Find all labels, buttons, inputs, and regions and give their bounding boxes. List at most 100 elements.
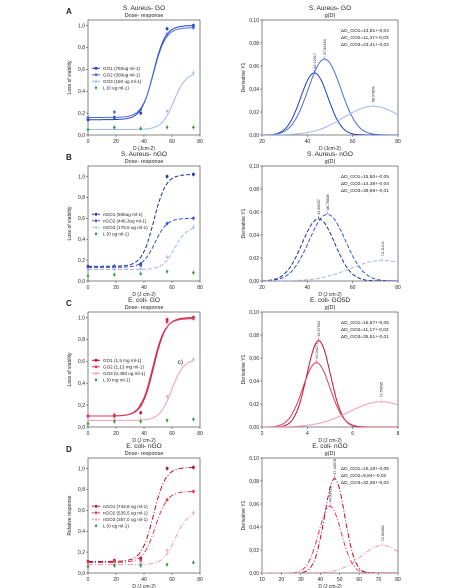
data-point — [192, 173, 195, 176]
legend-label: GO2 (300ug ml-1) — [103, 73, 140, 78]
series-line — [262, 478, 398, 573]
y-tick-label: 0,00 — [249, 425, 259, 431]
series-line — [262, 505, 398, 573]
series-line — [262, 544, 398, 573]
x-tick-label: 80 — [395, 139, 401, 145]
x-axis-label: D (J cm-2) — [318, 292, 342, 298]
chart-subtitle: Dose- response — [125, 451, 164, 457]
y-tick-label: 0,02 — [249, 402, 259, 408]
y-tick-label: 0,02 — [249, 548, 259, 554]
y-tick-label: 0,2 — [78, 111, 85, 117]
y-axis-label: Loss of viability — [67, 206, 73, 240]
data-point — [165, 562, 169, 567]
dose-response-chart: 0 20 40 60 80 0,0 0,2 0,4 0,6 0,8 1,0 D (J cm-2) Los… — [67, 151, 203, 298]
series-line — [262, 105, 398, 135]
chart-title: E. coli- GO — [128, 297, 160, 304]
y-tick-label: 0,10 — [249, 164, 259, 170]
peak-label: 47.40078 — [333, 459, 337, 475]
chart-subtitle: Dose- response — [125, 159, 164, 165]
y-tick-label: 0,0 — [78, 425, 85, 431]
y-tick-label: 0,0 — [78, 279, 85, 285]
y-tick-label: 0,0 — [78, 133, 85, 139]
chart-subtitle: g(D) — [325, 305, 336, 311]
x-tick-label: 60 — [169, 431, 175, 437]
y-tick-label: 0,4 — [78, 381, 85, 387]
panel-letter: D — [66, 445, 72, 454]
plot-frame — [261, 165, 399, 282]
y-tick-label: 0,6 — [78, 359, 85, 365]
y-tick-label: 0,06 — [249, 502, 259, 508]
legend-marker — [94, 73, 98, 77]
y-axis-label: Relative response — [67, 495, 73, 535]
legend-label: L (0 mg ml-1) — [103, 378, 131, 383]
series-line — [262, 58, 398, 135]
data-series — [86, 224, 195, 272]
x-axis-label: D (J cm-2) — [132, 438, 156, 444]
data-point — [139, 403, 143, 407]
x-tick-label: 70 — [376, 577, 382, 583]
data-point — [165, 394, 169, 398]
x-tick-label: 60 — [169, 285, 175, 291]
legend-marker — [94, 371, 98, 375]
data-point — [112, 125, 116, 130]
data-point — [112, 563, 116, 568]
y-tick-label: 0,06 — [249, 356, 259, 362]
data-point — [139, 563, 143, 568]
data-series — [262, 58, 398, 135]
y-tick-label: 0,2 — [78, 258, 85, 264]
legend-label: nGO3 (357,0 ug ml-1) — [103, 517, 148, 522]
derivative-chart: 20 40 60 80 0,00 0,02 0,04 0,06 0,08 0,10 D (Jcm-2… — [241, 5, 401, 152]
y-axis-label: Derivative Y1 — [241, 62, 247, 92]
data-point — [191, 417, 195, 422]
series-line — [262, 340, 398, 427]
plot-frame — [261, 19, 399, 136]
data-point — [86, 267, 90, 271]
data-point — [192, 216, 195, 220]
y-tick-label: 0,08 — [249, 333, 259, 339]
y-tick-label: 0,4 — [78, 529, 85, 535]
annotation-block: ΔD_GO1=15,67+-0,05ΔD_GO2=11,17+-0,03ΔD_G… — [341, 320, 389, 340]
data-point — [86, 422, 90, 426]
series-line — [88, 217, 194, 268]
peak-label: 47.64493 — [323, 39, 327, 55]
series-line — [88, 174, 194, 267]
legend-marker — [94, 517, 98, 521]
x-tick-label: 0 — [87, 431, 90, 437]
y-tick-label: 0,2 — [78, 550, 85, 556]
y-tick-label: 0,08 — [249, 479, 259, 485]
derivative-chart: 20 40 60 80 0,00 0,02 0,04 0,06 0,08 0,10 D (J cm-… — [241, 151, 401, 298]
legend-marker — [94, 365, 98, 369]
data-point — [165, 418, 169, 423]
legend: nGO1 (595ug ml-1) nGO2 (446,3ug ml-1)nGO3… — [92, 212, 148, 237]
legend-label: GO2 (1,13 mg ml-1) — [103, 365, 144, 370]
series-line — [88, 491, 194, 563]
data-series — [262, 259, 398, 281]
series-line — [262, 401, 398, 427]
legend-marker — [94, 79, 98, 83]
legend-label: nGO2 (446,3ug ml-1) — [103, 219, 147, 224]
series-line — [88, 467, 194, 562]
y-axis-label: Derivative Y1 — [241, 354, 247, 384]
data-point — [86, 127, 90, 132]
legend-label: nGO2 (535,5 ug ml-1) — [103, 511, 148, 516]
data-series — [262, 478, 398, 573]
data-point — [112, 273, 116, 277]
x-axis-label: D (Jcm-2) — [319, 146, 341, 152]
data-point — [86, 414, 90, 418]
data-point — [165, 109, 169, 113]
data-point — [165, 222, 169, 225]
data-series — [86, 560, 195, 570]
data-point — [165, 269, 169, 274]
y-tick-label: 1,0 — [78, 315, 85, 321]
legend-label: GO1 (1,5 mg ml-1) — [103, 358, 142, 363]
data-series — [262, 72, 398, 135]
y-tick-label: 0,02 — [249, 256, 259, 262]
x-tick-label: 20 — [259, 139, 265, 145]
y-tick-label: 0,4 — [78, 237, 85, 243]
data-series — [262, 544, 398, 573]
x-tick-label: 80 — [395, 285, 401, 291]
legend: GO1 (1,5 mg ml-1) GO2 (1,13 mg ml-1)GO3 (… — [92, 358, 146, 383]
delta-d-annotation: ΔD_GO3=39,69+-0,01 — [341, 188, 389, 194]
chart-subtitle: Dose- response — [125, 305, 164, 311]
y-tick-label: 0,8 — [78, 195, 85, 201]
